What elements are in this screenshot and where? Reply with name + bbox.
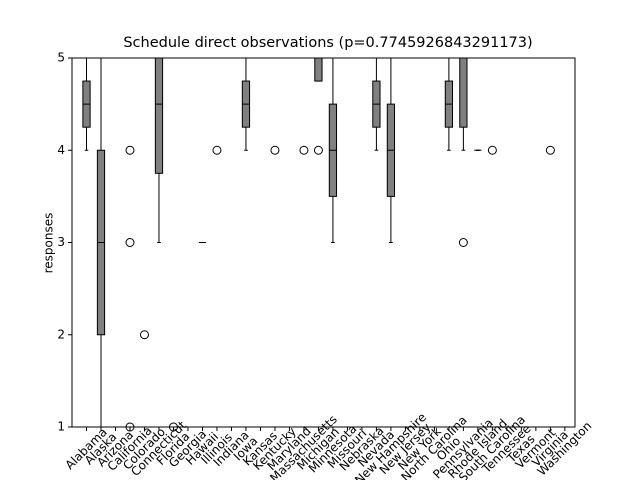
flier (299, 145, 309, 155)
flier (212, 145, 222, 155)
flier (313, 145, 323, 155)
y-tick-label: 3 (57, 235, 65, 249)
flier (487, 145, 497, 155)
flier (125, 145, 135, 155)
axes-frame (71, 57, 576, 428)
box (154, 57, 164, 174)
box (314, 57, 323, 82)
flier (139, 330, 149, 340)
flier (458, 238, 468, 247)
y-axis-label: responses (42, 213, 56, 274)
flier (125, 238, 135, 247)
box (459, 57, 468, 128)
flier (545, 145, 555, 155)
y-tick-label: 5 (57, 51, 65, 65)
y-tick-label: 4 (57, 143, 65, 157)
flier (270, 145, 280, 155)
chart-title: Schedule direct observations (p=0.774592… (123, 35, 532, 51)
y-tick-label: 2 (57, 327, 65, 341)
y-tick-label: 1 (57, 420, 65, 434)
